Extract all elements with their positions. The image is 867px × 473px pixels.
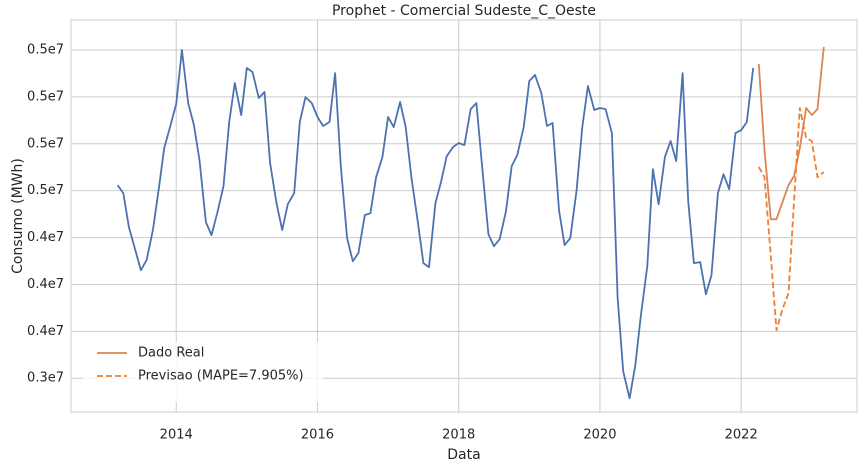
- y-tick-label: 0.4e7: [27, 277, 64, 292]
- x-tick-label: 2014: [160, 428, 193, 443]
- series-line: [758, 107, 825, 332]
- y-tick-label: 0.5e7: [27, 43, 64, 58]
- y-tick-label: 0.4e7: [27, 230, 64, 245]
- legend-box: [83, 342, 323, 402]
- y-tick-label: 0.5e7: [27, 183, 64, 198]
- x-axis-label: Data: [447, 447, 480, 463]
- y-tick-label: 0.3e7: [27, 371, 64, 386]
- chart-title: Prophet - Comercial Sudeste_C_Oeste: [332, 3, 596, 19]
- y-axis-label: Consumo (MWh): [10, 158, 26, 274]
- x-tick-label: 2022: [725, 428, 758, 443]
- series-line: [757, 46, 825, 221]
- y-tick-label: 0.5e7: [27, 136, 64, 151]
- x-tick-label: 2016: [301, 428, 334, 443]
- series-line: [116, 49, 755, 400]
- y-tick-label: 0.5e7: [27, 89, 64, 104]
- x-tick-label: 2018: [442, 428, 475, 443]
- legend-label: Dado Real: [138, 346, 204, 361]
- x-tick-label: 2020: [583, 428, 616, 443]
- y-tick-label: 0.4e7: [27, 324, 64, 339]
- legend-label: Previsao (MAPE=7.905%): [138, 369, 304, 384]
